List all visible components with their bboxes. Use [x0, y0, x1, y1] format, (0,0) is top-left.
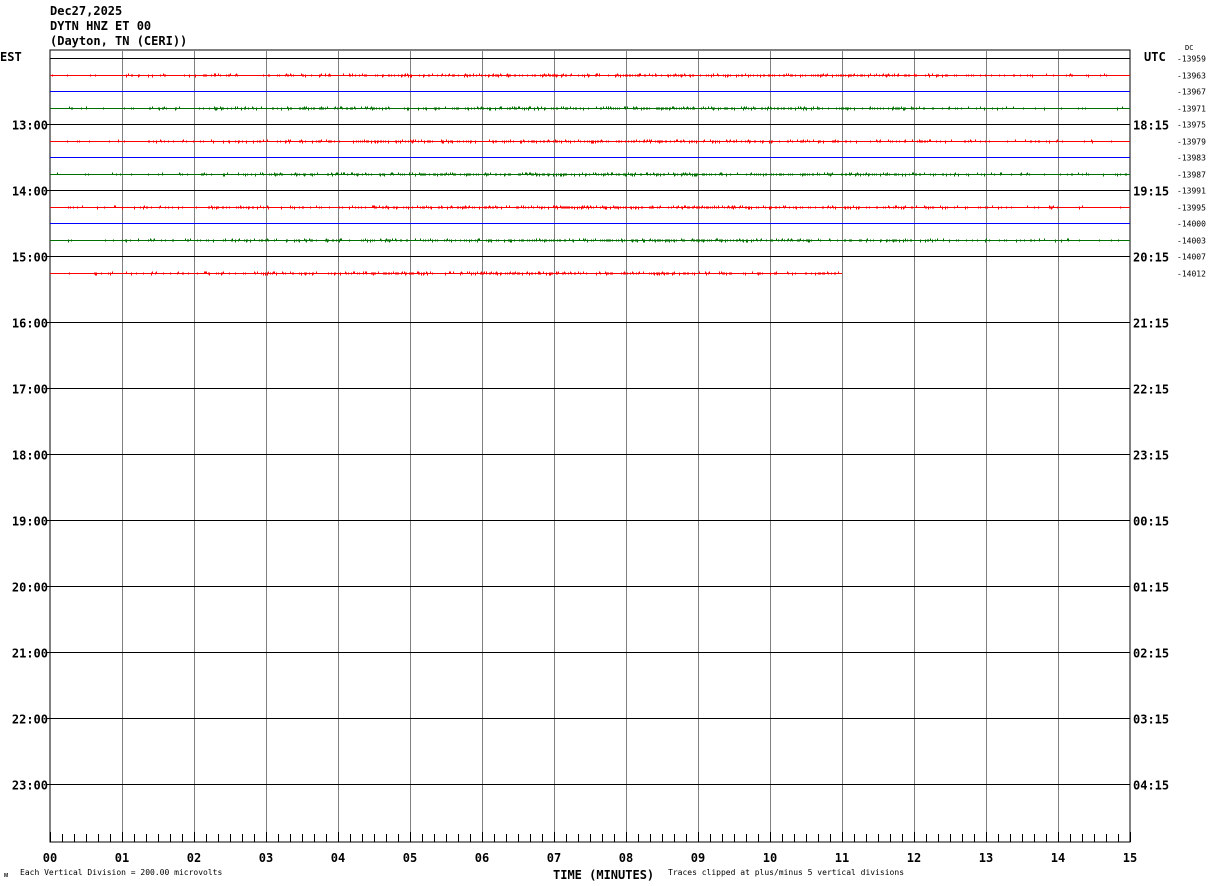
- dc-offset-label: -13963: [1177, 72, 1206, 81]
- dc-label: DC: [1185, 44, 1193, 52]
- x-tick-label: 05: [403, 851, 417, 865]
- trace-noise: [69, 271, 839, 276]
- est-tick-label: 14:00: [12, 185, 48, 199]
- x-tick-label: 13: [979, 851, 993, 865]
- x-tick-label: 09: [691, 851, 705, 865]
- est-tick-label: 15:00: [12, 251, 48, 265]
- utc-tick-label: 04:15: [1133, 779, 1169, 793]
- est-tick-label: 17:00: [12, 383, 48, 397]
- x-tick-label: 07: [547, 851, 561, 865]
- logo-mark: ᴍ: [4, 871, 8, 879]
- x-tick-label: 11: [835, 851, 849, 865]
- utc-tick-label: 01:15: [1133, 581, 1169, 595]
- utc-tick-label: 21:15: [1133, 317, 1169, 331]
- est-axis-label: EST: [0, 50, 22, 64]
- utc-tick-label: 23:15: [1133, 449, 1169, 463]
- x-tick-label: 12: [907, 851, 921, 865]
- utc-tick-label: 00:15: [1133, 515, 1169, 529]
- dc-offset-label: -13975: [1177, 121, 1206, 130]
- x-tick-label: 08: [619, 851, 633, 865]
- x-tick-label: 06: [475, 851, 489, 865]
- utc-tick-label: 22:15: [1133, 383, 1169, 397]
- dc-offset-label: -13979: [1177, 138, 1206, 147]
- station-label: DYTN HNZ ET 00: [50, 19, 152, 33]
- est-tick-label: 20:00: [12, 581, 48, 595]
- x-tick-label: 03: [259, 851, 273, 865]
- est-tick-label: 21:00: [12, 647, 48, 661]
- x-axis-title: TIME (MINUTES): [553, 868, 654, 882]
- utc-tick-label: 19:15: [1133, 185, 1169, 199]
- dc-offset-label: -13995: [1177, 204, 1206, 213]
- dc-offset-label: -13967: [1177, 88, 1206, 97]
- plot-border: [49, 49, 1131, 843]
- utc-tick-label: 18:15: [1133, 119, 1169, 133]
- est-tick-label: 19:00: [12, 515, 48, 529]
- location-label: (Dayton, TN (CERI)): [50, 34, 188, 48]
- x-tick-label: 04: [331, 851, 345, 865]
- x-tick-label: 14: [1051, 851, 1065, 865]
- dc-offset-label: -14012: [1177, 270, 1206, 279]
- x-tick-label: 10: [763, 851, 777, 865]
- dc-offset-label: -13991: [1177, 187, 1206, 196]
- utc-axis-label: UTC: [1144, 50, 1166, 64]
- est-tick-label: 18:00: [12, 449, 48, 463]
- dc-offset-label: -13987: [1177, 171, 1206, 180]
- utc-tick-label: 03:15: [1133, 713, 1169, 727]
- x-tick-label: 00: [43, 851, 57, 865]
- est-tick-label: 13:00: [12, 119, 48, 133]
- trace-noise: [67, 139, 1112, 144]
- utc-tick-label: 20:15: [1133, 251, 1169, 265]
- date-label: Dec27,2025: [50, 4, 123, 18]
- trace-noise: [57, 172, 1127, 177]
- est-tick-label: 16:00: [12, 317, 48, 331]
- dc-offset-label: -13971: [1177, 105, 1206, 114]
- trace-noise: [69, 106, 1123, 111]
- dc-offset-label: -14000: [1177, 220, 1206, 229]
- est-tick-label: 22:00: [12, 713, 48, 727]
- x-tick-label: 15: [1123, 851, 1137, 865]
- dc-offset-label: -13959: [1177, 55, 1206, 64]
- x-tick-label: 01: [115, 851, 129, 865]
- trace-noise: [68, 238, 1119, 243]
- trace-noise: [52, 73, 1107, 78]
- est-tick-label: 23:00: [12, 779, 48, 793]
- dc-offset-label: -14007: [1177, 253, 1206, 262]
- dc-offset-label: -14003: [1177, 237, 1206, 246]
- scale-note: Each Vertical Division = 200.00 microvol…: [20, 868, 222, 877]
- trace-noise: [68, 205, 1121, 210]
- clip-note: Traces clipped at plus/minus 5 vertical …: [668, 868, 904, 877]
- x-tick-label: 02: [187, 851, 201, 865]
- dc-offset-label: -13983: [1177, 154, 1206, 163]
- utc-tick-label: 02:15: [1133, 647, 1169, 661]
